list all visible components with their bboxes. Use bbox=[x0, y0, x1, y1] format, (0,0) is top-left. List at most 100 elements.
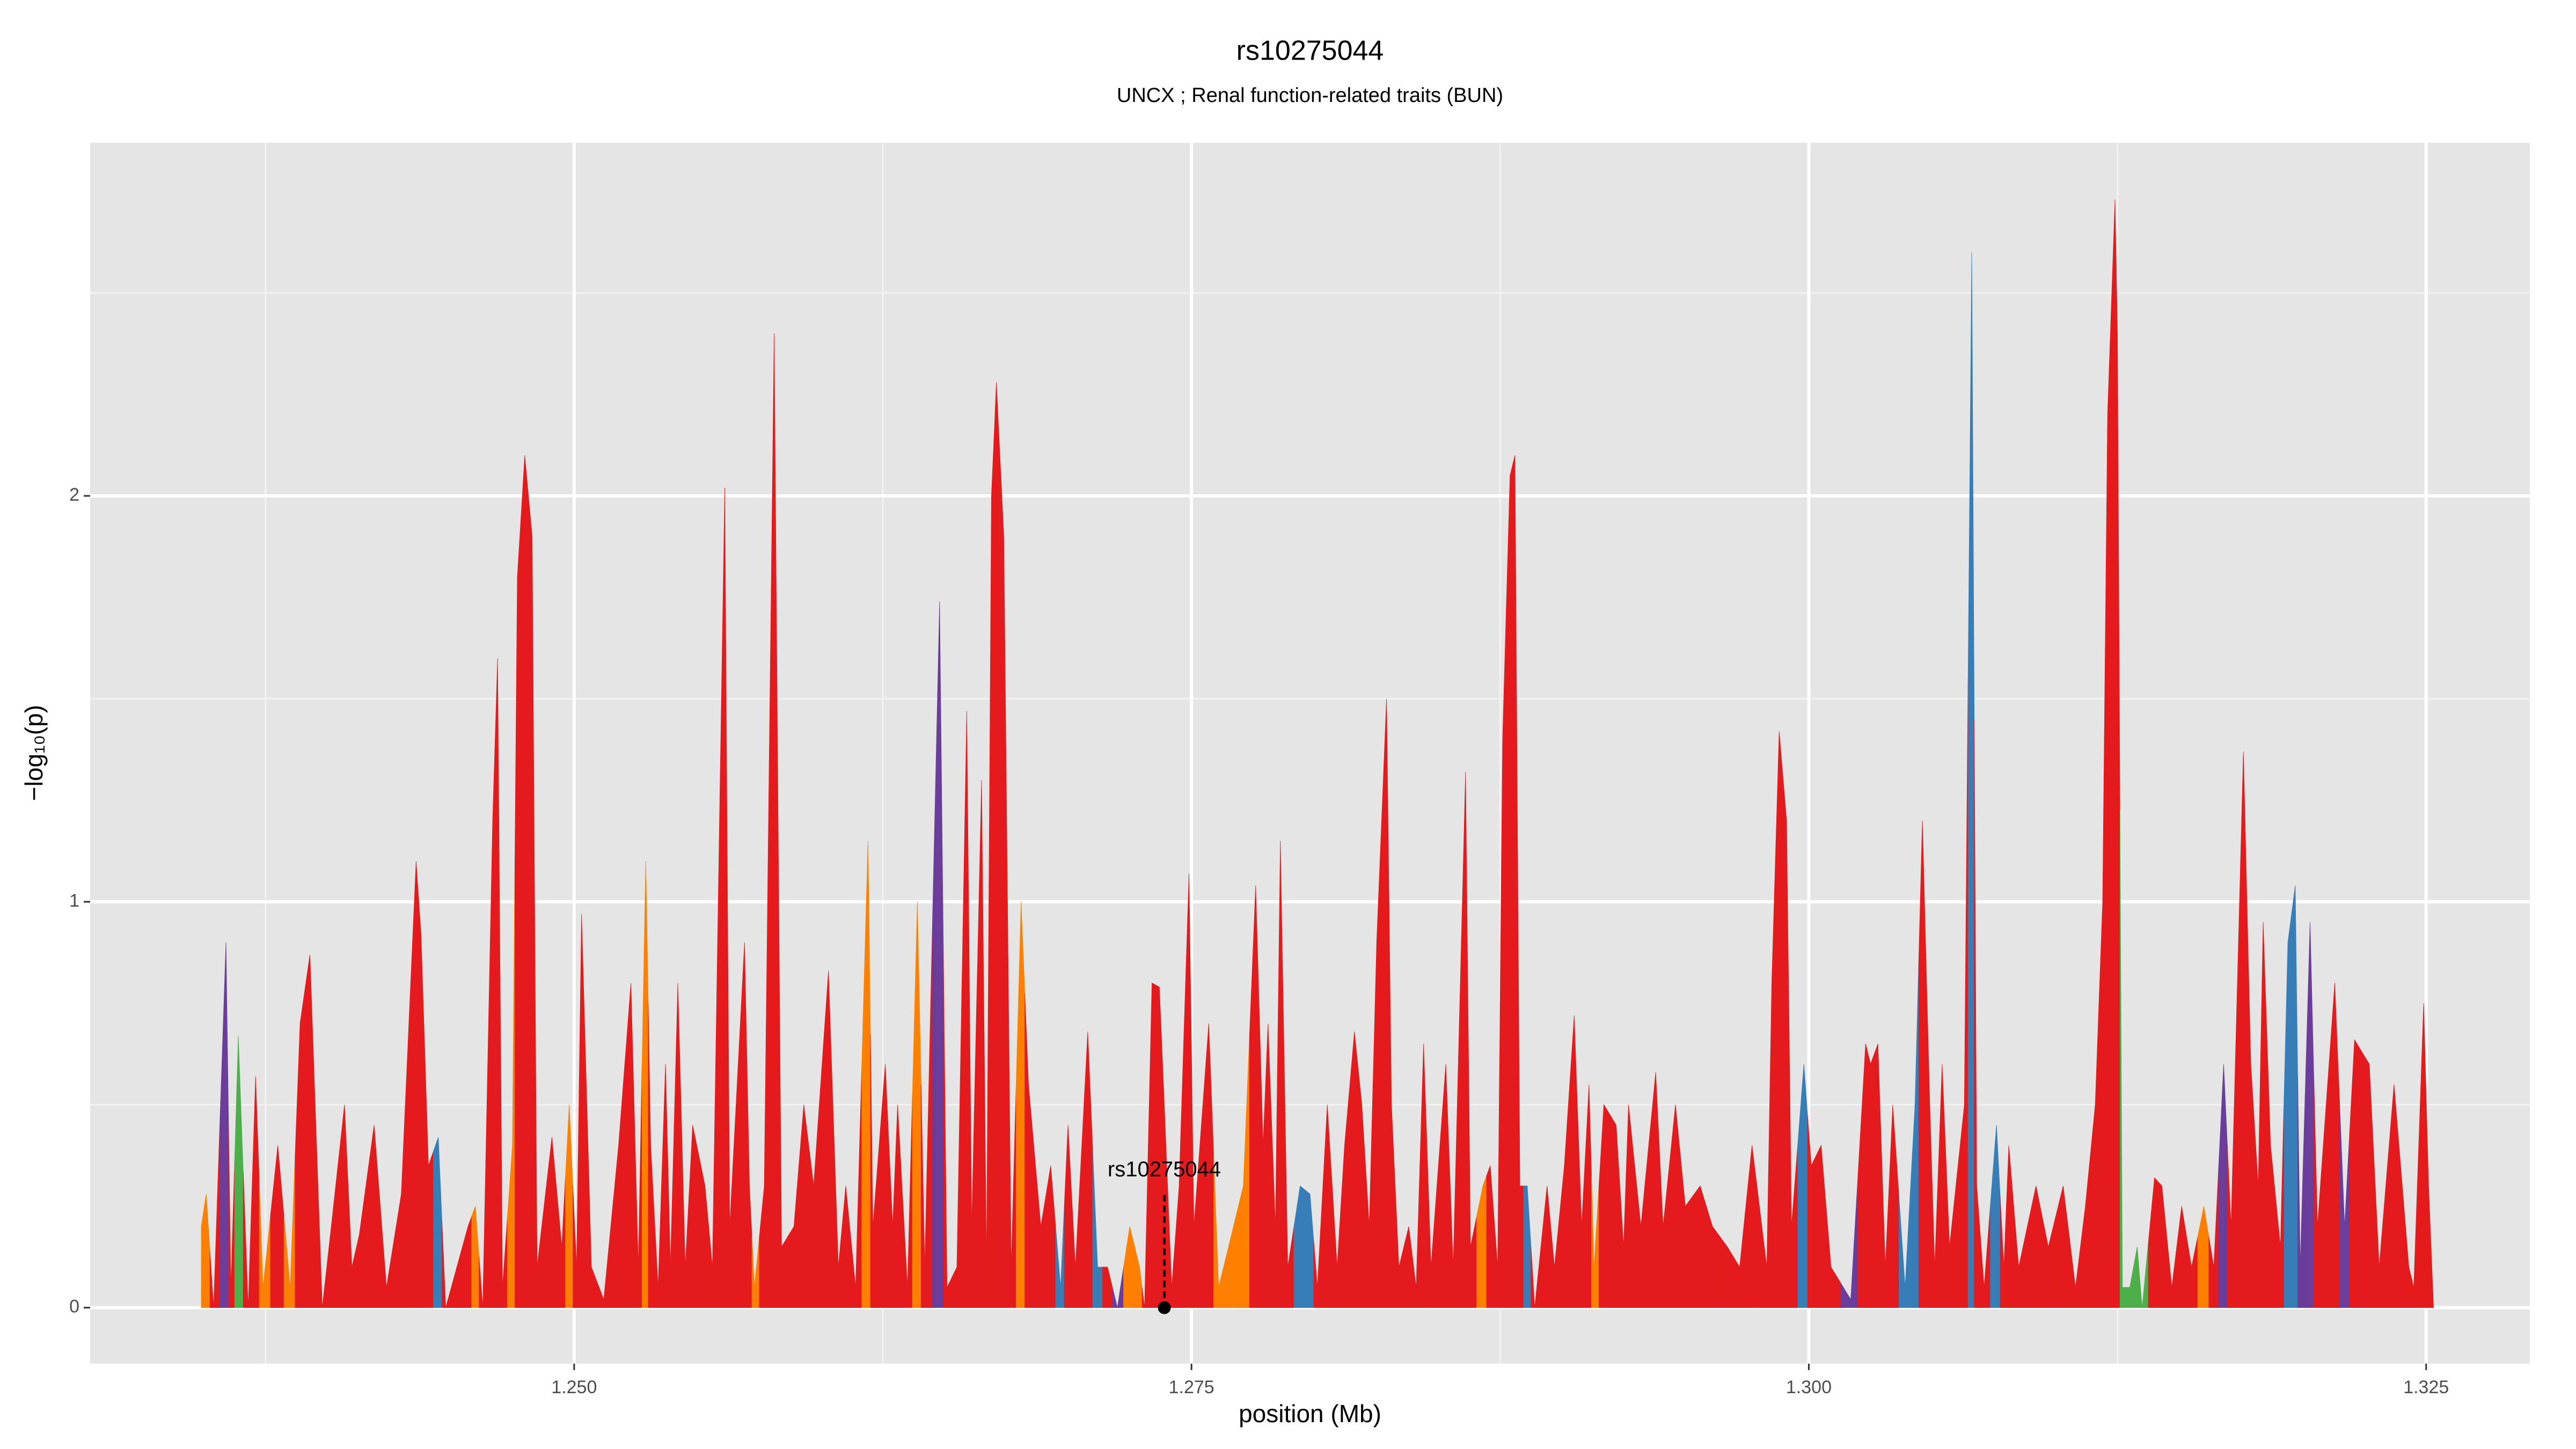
area-segment bbox=[2246, 908, 2255, 1308]
area-segment bbox=[1898, 1196, 1911, 1308]
area-segment bbox=[1403, 1226, 1413, 1308]
area-segment bbox=[1476, 1175, 1487, 1308]
area-segment bbox=[1680, 1155, 1693, 1308]
area-segment bbox=[751, 1236, 760, 1308]
y-tick-label: 1 bbox=[69, 890, 79, 911]
area-segment bbox=[338, 1104, 349, 1308]
area-segment bbox=[1926, 962, 1933, 1308]
area-segment bbox=[521, 455, 529, 1308]
area-segment bbox=[787, 1165, 799, 1308]
area-segment bbox=[821, 970, 834, 1308]
area-segment bbox=[769, 333, 778, 1308]
area-segment bbox=[1155, 984, 1162, 1308]
area-segment bbox=[1918, 821, 1927, 1308]
area-segment bbox=[861, 840, 871, 1308]
area-segment bbox=[2148, 1177, 2158, 1308]
area-segment bbox=[833, 1118, 843, 1308]
area-segment bbox=[2284, 913, 2292, 1308]
area-segment bbox=[2218, 1064, 2228, 1308]
area-segment bbox=[528, 495, 535, 1308]
area-segment bbox=[1957, 678, 1968, 1308]
area-segment bbox=[2013, 1206, 2028, 1308]
area-segment bbox=[1226, 1206, 1239, 1308]
area-segment bbox=[1540, 1185, 1552, 1308]
area-segment bbox=[708, 877, 719, 1308]
area-segment bbox=[1486, 1165, 1495, 1308]
area-segment bbox=[737, 942, 748, 1308]
area-segment bbox=[976, 780, 985, 1308]
area-segment bbox=[1881, 1155, 1890, 1308]
area-segment bbox=[1550, 1216, 1560, 1308]
area-segment bbox=[2006, 1145, 2014, 1308]
area-segment bbox=[380, 1206, 394, 1308]
area-segment bbox=[648, 1003, 655, 1308]
area-segment bbox=[1213, 1155, 1226, 1308]
area-segment bbox=[1024, 993, 1035, 1308]
chart-title: rs10275044 bbox=[1236, 35, 1384, 67]
x-tick-label: 1.300 bbox=[1786, 1377, 1832, 1397]
area-segment bbox=[1499, 607, 1507, 1308]
area-segment bbox=[2119, 810, 2127, 1308]
area-segment bbox=[932, 601, 944, 1308]
area-segment bbox=[573, 1090, 580, 1308]
area-segment bbox=[1412, 1165, 1421, 1308]
area-segment bbox=[2090, 1003, 2099, 1308]
area-segment bbox=[747, 1064, 752, 1308]
area-segment bbox=[661, 1064, 669, 1308]
area-segment bbox=[624, 983, 635, 1308]
area-segment bbox=[799, 1104, 809, 1308]
area-segment bbox=[1706, 1206, 1721, 1308]
area-segment bbox=[1045, 1165, 1056, 1308]
area-segment bbox=[579, 913, 587, 1308]
area-segment bbox=[778, 790, 788, 1308]
x-axis-title: position (Mb) bbox=[1239, 1400, 1381, 1428]
area-segment bbox=[295, 989, 305, 1308]
area-segment bbox=[1358, 1068, 1366, 1308]
area-segment bbox=[2426, 1094, 2432, 1308]
area-segment bbox=[228, 1115, 235, 1308]
area-segment bbox=[1889, 1104, 1899, 1308]
area-segment bbox=[943, 944, 953, 1308]
area-segment bbox=[1071, 1149, 1082, 1308]
area-segment bbox=[681, 1125, 690, 1308]
area-segment bbox=[952, 989, 962, 1308]
area-segment bbox=[1840, 1172, 1858, 1308]
area-segment bbox=[1134, 1247, 1143, 1308]
area-segment bbox=[471, 1206, 480, 1308]
area-segment bbox=[515, 516, 522, 1308]
area-segment bbox=[1265, 1023, 1272, 1308]
area-segment bbox=[479, 1064, 488, 1308]
area-segment bbox=[500, 972, 508, 1308]
area-segment bbox=[586, 1090, 598, 1308]
area-segment bbox=[1081, 1031, 1093, 1308]
area-segment bbox=[2401, 1175, 2412, 1308]
area-segment bbox=[393, 1027, 409, 1308]
area-segment bbox=[1938, 1064, 1946, 1308]
area-segment bbox=[1769, 857, 1776, 1308]
area-segment bbox=[1517, 821, 1524, 1308]
area-segment bbox=[1626, 1104, 1635, 1308]
x-tick-label: 1.275 bbox=[1169, 1377, 1214, 1397]
area-segment bbox=[1932, 1165, 1939, 1308]
area-segment bbox=[1782, 775, 1790, 1308]
area-segment bbox=[2105, 307, 2112, 1308]
area-segment bbox=[2361, 1051, 2375, 1308]
area-segment bbox=[2000, 1196, 2007, 1308]
area-segment bbox=[1449, 1019, 1460, 1308]
area-segment bbox=[2297, 1076, 2306, 1308]
area-segment bbox=[1868, 1053, 1875, 1308]
area-segment bbox=[2041, 1216, 2056, 1308]
area-segment bbox=[2374, 1165, 2387, 1308]
area-segment bbox=[355, 1180, 367, 1308]
area-segment bbox=[425, 1050, 434, 1308]
area-segment bbox=[1745, 1145, 1760, 1308]
area-segment bbox=[1591, 1175, 1599, 1308]
area-segment bbox=[1034, 1155, 1046, 1308]
area-segment bbox=[2254, 1053, 2261, 1308]
area-segment bbox=[348, 1185, 356, 1308]
area-segment bbox=[408, 861, 419, 1308]
y-tick-label: 0 bbox=[69, 1297, 79, 1317]
area-segment bbox=[961, 711, 970, 1308]
annotation-label: rs10275044 bbox=[1108, 1158, 1221, 1181]
